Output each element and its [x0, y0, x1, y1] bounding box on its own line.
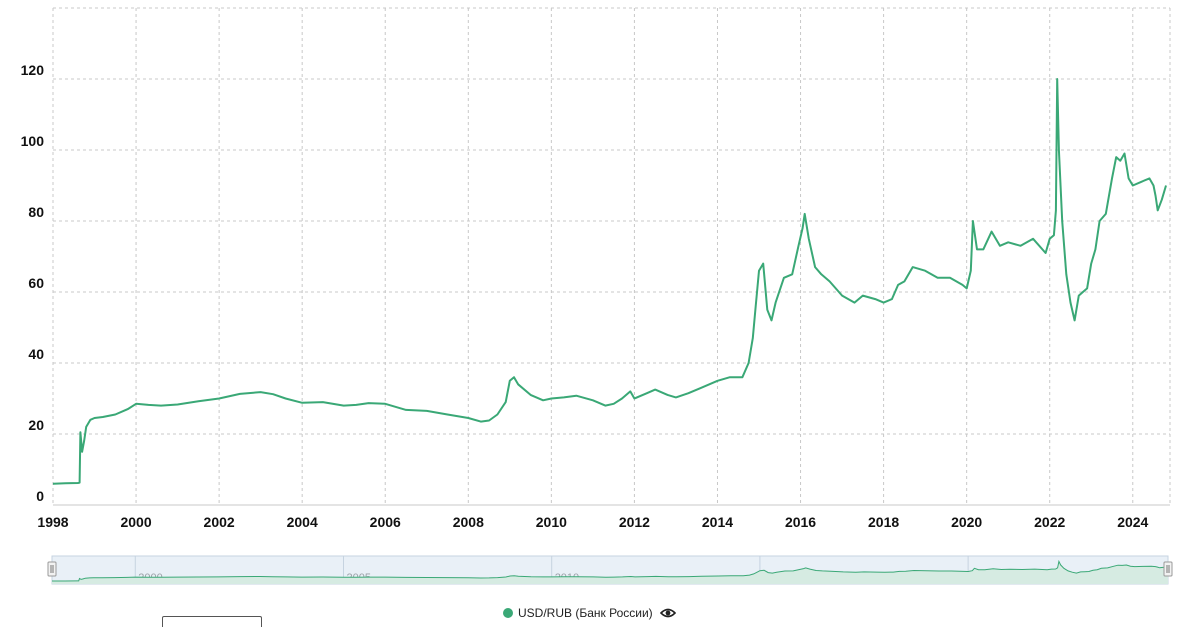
x-axis: 1998 2000 2002 2004 2006 2008 2010 2012 2014 2016… — [37, 514, 1148, 530]
range-navigator[interactable]: 20002005201020152020 — [47, 555, 1173, 585]
y-tick-label: 0 — [36, 488, 44, 504]
plot-area — [52, 78, 1167, 485]
navigator-right-handle[interactable] — [1163, 561, 1173, 577]
y-axis: 0 20 40 60 80 100 120 — [21, 62, 45, 504]
y-tick-label: 80 — [28, 204, 44, 220]
navigator-series-area — [52, 561, 1168, 584]
chart-grid — [52, 7, 1171, 506]
x-tick-label: 2008 — [453, 514, 484, 530]
legend-item-usd-rub[interactable]: USD/RUB (Банк России) — [503, 604, 676, 622]
y-tick-label: 40 — [28, 346, 44, 362]
y-tick-label: 100 — [21, 133, 45, 149]
x-tick-label: 1998 — [37, 514, 68, 530]
x-tick-label: 2004 — [287, 514, 318, 530]
y-tick-label: 60 — [28, 275, 44, 291]
y-tick-label: 120 — [21, 62, 45, 78]
x-tick-label: 2018 — [868, 514, 899, 530]
legend-label: USD/RUB (Банк России) — [518, 606, 653, 620]
navigator-series-line — [52, 559, 1169, 582]
x-tick-label: 2012 — [619, 514, 650, 530]
eye-icon[interactable] — [659, 607, 676, 619]
x-tick-label: 2016 — [785, 514, 816, 530]
x-tick-label: 2024 — [1117, 514, 1148, 530]
series-color-dot — [503, 608, 513, 618]
x-tick-label: 2020 — [951, 514, 982, 530]
x-tick-label: 2000 — [120, 514, 151, 530]
x-tick-label: 2022 — [1034, 514, 1065, 530]
x-tick-label: 2014 — [702, 514, 733, 530]
x-tick-label: 2002 — [204, 514, 235, 530]
x-tick-label: 2010 — [536, 514, 567, 530]
x-tick-label: 2006 — [370, 514, 401, 530]
navigator-left-handle[interactable] — [47, 561, 57, 577]
y-tick-label: 20 — [28, 417, 44, 433]
series-line-usd-rub — [52, 78, 1167, 485]
